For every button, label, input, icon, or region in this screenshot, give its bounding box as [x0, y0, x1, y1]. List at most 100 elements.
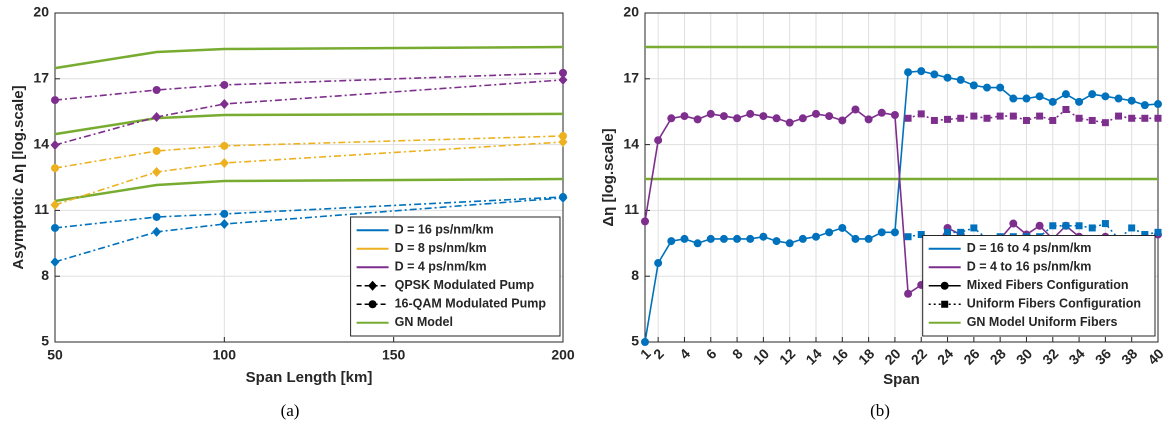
marker: [996, 112, 1004, 120]
x-tick-label: 200: [551, 347, 575, 363]
y-tick-label: 8: [631, 267, 639, 283]
marker: [930, 116, 938, 124]
legend-label: Mixed Fibers Configuration: [967, 278, 1129, 292]
marker: [877, 108, 886, 117]
plot-frame: [644, 12, 1159, 343]
marker: [733, 234, 742, 243]
x-tick-label: 14: [802, 345, 824, 367]
marker: [152, 226, 162, 237]
x-tick-label: 8: [729, 345, 746, 362]
series-line: [54, 72, 564, 101]
marker: [851, 234, 860, 243]
marker: [1075, 97, 1084, 106]
marker: [798, 114, 807, 123]
marker: [1062, 106, 1070, 114]
marker: [220, 209, 229, 218]
x-tick-label: 6: [703, 345, 720, 362]
marker: [838, 223, 847, 232]
y-axis-label: Δη [log.scale]: [600, 128, 617, 226]
x-tick-label: 20: [881, 345, 903, 367]
marker: [1036, 112, 1044, 120]
y-tick-label: 8: [41, 267, 49, 283]
marker: [1154, 114, 1162, 122]
y-tick-label: 11: [34, 201, 49, 217]
marker: [1127, 96, 1136, 105]
marker: [558, 74, 568, 85]
legend-box: [350, 216, 561, 337]
marker: [798, 234, 807, 243]
series-line: [644, 70, 1159, 343]
marker: [1088, 116, 1096, 124]
marker: [957, 228, 965, 236]
marker: [219, 158, 229, 169]
marker: [957, 114, 965, 122]
y-tick-label: 17: [33, 70, 49, 86]
series-line: [54, 79, 564, 146]
marker: [719, 112, 728, 121]
marker: [680, 112, 689, 121]
plot-frame: [54, 12, 564, 343]
marker: [1140, 101, 1149, 110]
series-line: [54, 45, 564, 70]
x-tick-label: 10: [750, 345, 772, 367]
marker: [219, 218, 229, 229]
marker: [706, 234, 715, 243]
marker: [864, 234, 873, 243]
legend-label: D = 8 ps/nm/km: [395, 241, 487, 255]
marker: [733, 114, 742, 123]
marker: [152, 146, 161, 155]
marker: [864, 115, 873, 124]
x-tick-label: 18: [855, 345, 877, 367]
marker: [559, 68, 567, 77]
marker: [1141, 114, 1149, 122]
series-line: [54, 177, 564, 203]
marker: [1061, 90, 1070, 99]
series-line: [644, 108, 1159, 296]
series-line: [54, 135, 564, 169]
x-tick-label: 16: [829, 345, 851, 367]
marker: [654, 136, 663, 145]
marker: [641, 217, 649, 226]
marker: [890, 228, 899, 237]
legend-label: QPSK Modulated Pump: [395, 278, 535, 292]
marker: [772, 237, 781, 246]
marker: [1022, 94, 1031, 103]
marker: [904, 68, 913, 77]
marker: [1101, 220, 1109, 228]
x-tick-label: 26: [960, 345, 982, 367]
marker: [1101, 92, 1110, 101]
marker: [1049, 116, 1057, 124]
marker: [693, 239, 702, 248]
marker: [51, 223, 59, 232]
marker: [693, 115, 702, 124]
marker: [759, 232, 768, 241]
marker: [772, 114, 781, 123]
marker: [667, 237, 676, 246]
marker: [50, 256, 60, 267]
marker: [917, 110, 925, 118]
marker: [825, 228, 834, 237]
marker: [785, 239, 794, 248]
legend-label: GN Model Uniform Fibers: [967, 315, 1118, 329]
marker: [812, 109, 820, 118]
marker: [152, 111, 162, 122]
marker: [877, 228, 886, 237]
marker: [1141, 231, 1149, 239]
marker: [51, 164, 59, 173]
marker: [1088, 90, 1097, 99]
x-tick-label: 12: [776, 345, 798, 367]
series-line: [54, 196, 564, 229]
marker: [719, 234, 728, 243]
x-tick-label: 32: [1039, 345, 1061, 367]
marker: [759, 112, 768, 121]
marker: [1154, 228, 1162, 236]
marker: [152, 85, 161, 94]
marker: [944, 115, 952, 123]
marker: [220, 80, 229, 89]
marker: [940, 281, 949, 290]
x-tick-label: 1: [637, 345, 654, 362]
marker: [1035, 92, 1044, 101]
marker: [50, 140, 60, 151]
marker: [904, 233, 912, 241]
